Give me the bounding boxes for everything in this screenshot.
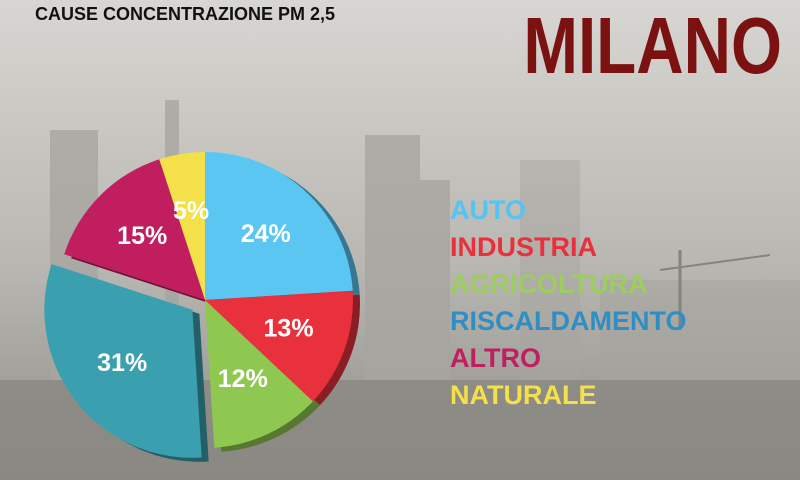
slice [44, 264, 202, 458]
legend-entry: RISCALDAMENTO [450, 306, 687, 336]
slice [159, 152, 205, 300]
slice [205, 300, 313, 448]
legend: AUTO INDUSTRIA AGRICOLTURA RISCALDAMENTO ALT… [450, 195, 687, 410]
slice-label: 24% [241, 220, 291, 248]
slice-label: 12% [218, 365, 268, 393]
slice [205, 290, 353, 402]
legend-entry: AGRICOLTURA [450, 269, 647, 299]
city-title: MILANO [523, 1, 782, 91]
legend-entry: INDUSTRIA [450, 232, 597, 262]
chart-title: CAUSE CONCENTRAZIONE PM 2,5 [35, 4, 335, 24]
slice-label: 13% [264, 315, 314, 343]
slice-label: 5% [173, 197, 209, 225]
slice-label: 15% [117, 222, 167, 250]
slice [205, 152, 353, 300]
legend-entry: NATURALE [450, 380, 596, 410]
slice-label: 31% [97, 349, 147, 377]
legend-entry: AUTO [450, 195, 526, 225]
legend-entry: ALTRO [450, 343, 541, 373]
pie: 24% 13% 12% 31% 15%5% [44, 152, 360, 462]
slice [64, 159, 205, 300]
